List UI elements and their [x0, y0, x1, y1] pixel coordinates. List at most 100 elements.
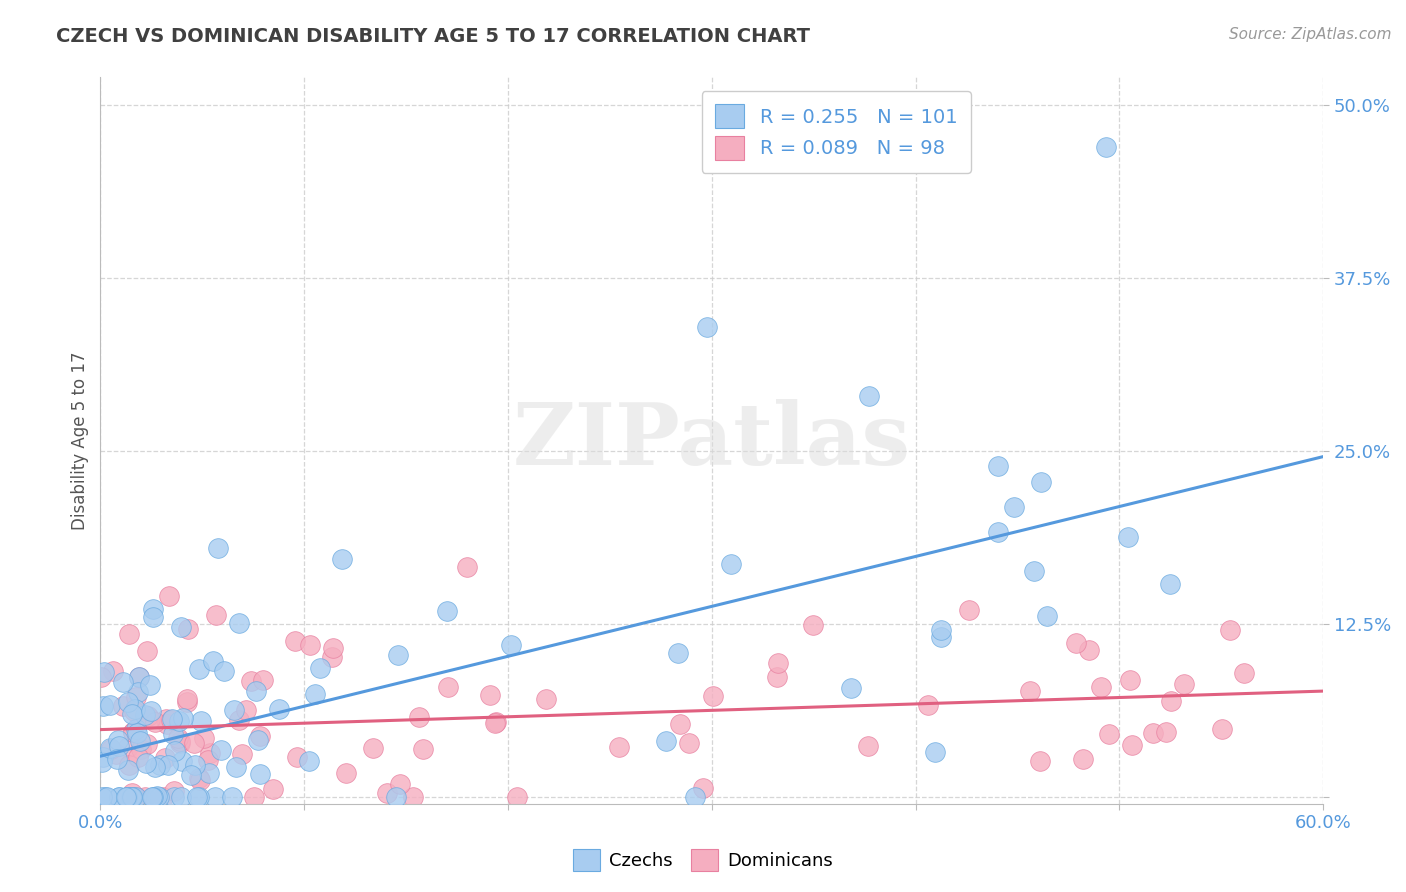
- Point: [98, 698, 121, 712]
- Point: [193, 731, 215, 745]
- Point: [136, 738, 159, 752]
- Point: [107, 733, 129, 747]
- Point: [91, 790, 114, 805]
- Point: [121, 707, 143, 722]
- Point: [124, 704, 146, 718]
- Point: [167, 714, 190, 728]
- Point: [225, 760, 247, 774]
- Point: [249, 730, 271, 744]
- Point: [692, 781, 714, 796]
- Point: [858, 389, 880, 403]
- Point: [104, 747, 127, 761]
- Point: [917, 698, 939, 712]
- Point: [166, 731, 188, 745]
- Point: [321, 649, 343, 664]
- Point: [309, 661, 332, 675]
- Point: [1232, 665, 1254, 680]
- Point: [131, 742, 153, 756]
- Point: [145, 760, 167, 774]
- Point: [188, 772, 211, 787]
- Point: [402, 790, 425, 805]
- Point: [607, 739, 630, 754]
- Point: [387, 648, 409, 662]
- Point: [117, 790, 139, 805]
- Point: [986, 524, 1008, 539]
- Point: [188, 662, 211, 676]
- Point: [169, 736, 191, 750]
- Point: [801, 618, 824, 632]
- Point: [929, 623, 952, 637]
- Point: [187, 772, 209, 786]
- Point: [1173, 677, 1195, 691]
- Point: [117, 740, 139, 755]
- Point: [108, 739, 131, 753]
- Point: [252, 673, 274, 688]
- Point: [1159, 576, 1181, 591]
- Point: [1064, 636, 1087, 650]
- Point: [152, 790, 174, 805]
- Point: [127, 749, 149, 764]
- Point: [235, 703, 257, 717]
- Point: [1029, 754, 1052, 768]
- Point: [169, 733, 191, 747]
- Point: [93, 665, 115, 679]
- Point: [91, 756, 114, 770]
- Point: [437, 681, 460, 695]
- Point: [766, 657, 789, 671]
- Point: [231, 747, 253, 761]
- Legend: Czechs, Dominicans: Czechs, Dominicans: [567, 842, 839, 879]
- Point: [1036, 609, 1059, 624]
- Point: [91, 749, 114, 764]
- Point: [221, 790, 243, 805]
- Point: [201, 654, 224, 668]
- Point: [987, 458, 1010, 473]
- Point: [484, 715, 506, 730]
- Point: [115, 790, 138, 805]
- Point: [157, 589, 180, 603]
- Point: [115, 790, 138, 805]
- Point: [1211, 722, 1233, 736]
- Point: [138, 712, 160, 726]
- Point: [134, 708, 156, 723]
- Point: [506, 790, 529, 805]
- Point: [125, 790, 148, 805]
- Point: [146, 789, 169, 803]
- Point: [209, 743, 232, 757]
- Point: [135, 756, 157, 770]
- Point: [163, 790, 186, 805]
- Point: [1219, 623, 1241, 637]
- Point: [170, 790, 193, 805]
- Point: [157, 758, 180, 772]
- Point: [121, 790, 143, 805]
- Point: [93, 790, 115, 805]
- Point: [262, 781, 284, 796]
- Point: [1018, 684, 1040, 698]
- Point: [187, 790, 209, 805]
- Point: [118, 626, 141, 640]
- Point: [190, 714, 212, 728]
- Point: [304, 687, 326, 701]
- Point: [121, 786, 143, 800]
- Point: [125, 726, 148, 740]
- Point: [186, 790, 208, 805]
- Point: [96, 790, 118, 805]
- Point: [1077, 643, 1099, 657]
- Point: [1002, 500, 1025, 514]
- Point: [924, 746, 946, 760]
- Point: [197, 766, 219, 780]
- Point: [720, 557, 742, 571]
- Point: [124, 702, 146, 716]
- Point: [180, 768, 202, 782]
- Point: [501, 639, 523, 653]
- Point: [136, 644, 159, 658]
- Point: [1142, 726, 1164, 740]
- Point: [117, 763, 139, 777]
- Point: [666, 646, 689, 660]
- Point: [156, 717, 179, 731]
- Point: [111, 675, 134, 690]
- Point: [929, 630, 952, 644]
- Point: [456, 560, 478, 574]
- Point: [145, 790, 167, 805]
- Point: [1024, 564, 1046, 578]
- Point: [121, 724, 143, 739]
